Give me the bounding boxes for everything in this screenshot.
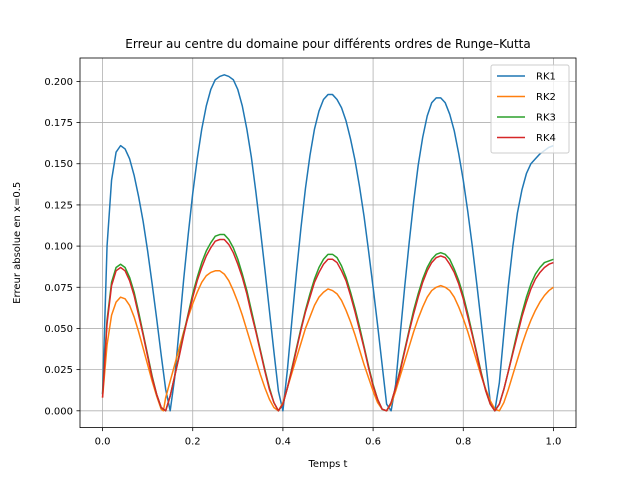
x-tick-label: 0.4 xyxy=(275,437,291,448)
legend-label-rk1: RK1 xyxy=(536,72,556,83)
chart-title: Erreur au centre du domaine pour différe… xyxy=(125,37,530,51)
series-line-rk2 xyxy=(101,270,554,412)
y-tick-label: 0.075 xyxy=(44,283,73,294)
y-tick-label: 0.175 xyxy=(44,118,73,129)
series-line-rk4 xyxy=(101,238,554,412)
legend-label-rk3: RK3 xyxy=(536,113,556,124)
legend: RK1 RK2 RK3 RK4 xyxy=(490,64,570,154)
x-tick-label: 1.0 xyxy=(546,437,562,448)
y-tick-label: 0.125 xyxy=(44,200,73,211)
x-tick-label: 0.0 xyxy=(95,437,111,448)
legend-label-rk4: RK4 xyxy=(536,133,556,144)
y-tick-label: 0.050 xyxy=(44,324,73,335)
legend-box xyxy=(490,64,570,154)
y-tick-label: 0.025 xyxy=(44,365,73,376)
series-line-rk1 xyxy=(101,74,554,412)
y-tick-label: 0.000 xyxy=(44,406,73,417)
y-axis-ticks: 0.000 0.025 0.050 0.075 0.100 0.125 0.150 0.175… xyxy=(44,77,80,417)
x-axis-label: Temps t xyxy=(308,459,348,470)
x-tick-label: 0.6 xyxy=(365,437,381,448)
y-tick-label: 0.100 xyxy=(44,242,73,253)
x-tick-label: 0.8 xyxy=(455,437,471,448)
y-tick-label: 0.150 xyxy=(44,159,73,170)
x-tick-label: 0.2 xyxy=(185,437,201,448)
x-axis-ticks: 0.0 0.2 0.4 0.6 0.8 1.0 xyxy=(95,427,562,448)
y-axis-label: Erreur absolue en x=0.5 xyxy=(12,182,23,304)
series-layer xyxy=(101,74,554,412)
axes-frame xyxy=(79,57,577,429)
y-tick-label: 0.200 xyxy=(44,77,73,88)
legend-label-rk2: RK2 xyxy=(536,92,556,103)
